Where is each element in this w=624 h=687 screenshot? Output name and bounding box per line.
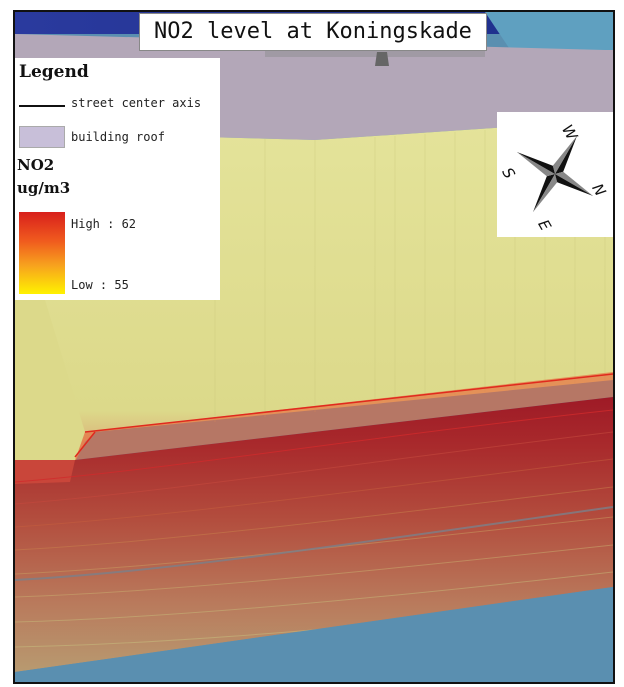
compass-west: W [558,122,582,145]
low-label: Low : 55 [71,278,129,292]
high-label: High : 62 [71,217,137,231]
roof-swatch [19,126,65,148]
street-axis-label: street center axis [71,96,202,110]
facade-texture [214,122,606,422]
no2-contours [15,409,613,648]
facade-base-glow [75,372,613,460]
chimney [375,52,389,66]
compass-east: E [534,217,555,235]
left-sidewalk [15,460,75,484]
north-arrow-icon: W S N E [497,112,613,237]
water-bottom [15,587,613,682]
left-building [15,267,85,467]
legend-title: Legend [19,62,89,82]
compass-south: S [498,165,519,183]
street-axis-symbol [19,105,65,107]
water-top-right [485,12,613,57]
unit-label: ug/m3 [17,179,71,197]
facade-base-spikes [74,373,613,458]
map-frame: NO2 level at Koningskade Legend street c… [13,10,615,684]
color-ramp [19,212,65,294]
street-center-axis [15,506,613,581]
compass-north: N [588,181,609,200]
roof-label: building roof [71,130,165,144]
pollutant-label: NO2 [17,156,55,174]
map-legend: Legend street center axis building roof … [15,58,220,300]
map-title: NO2 level at Koningskade [139,13,487,51]
